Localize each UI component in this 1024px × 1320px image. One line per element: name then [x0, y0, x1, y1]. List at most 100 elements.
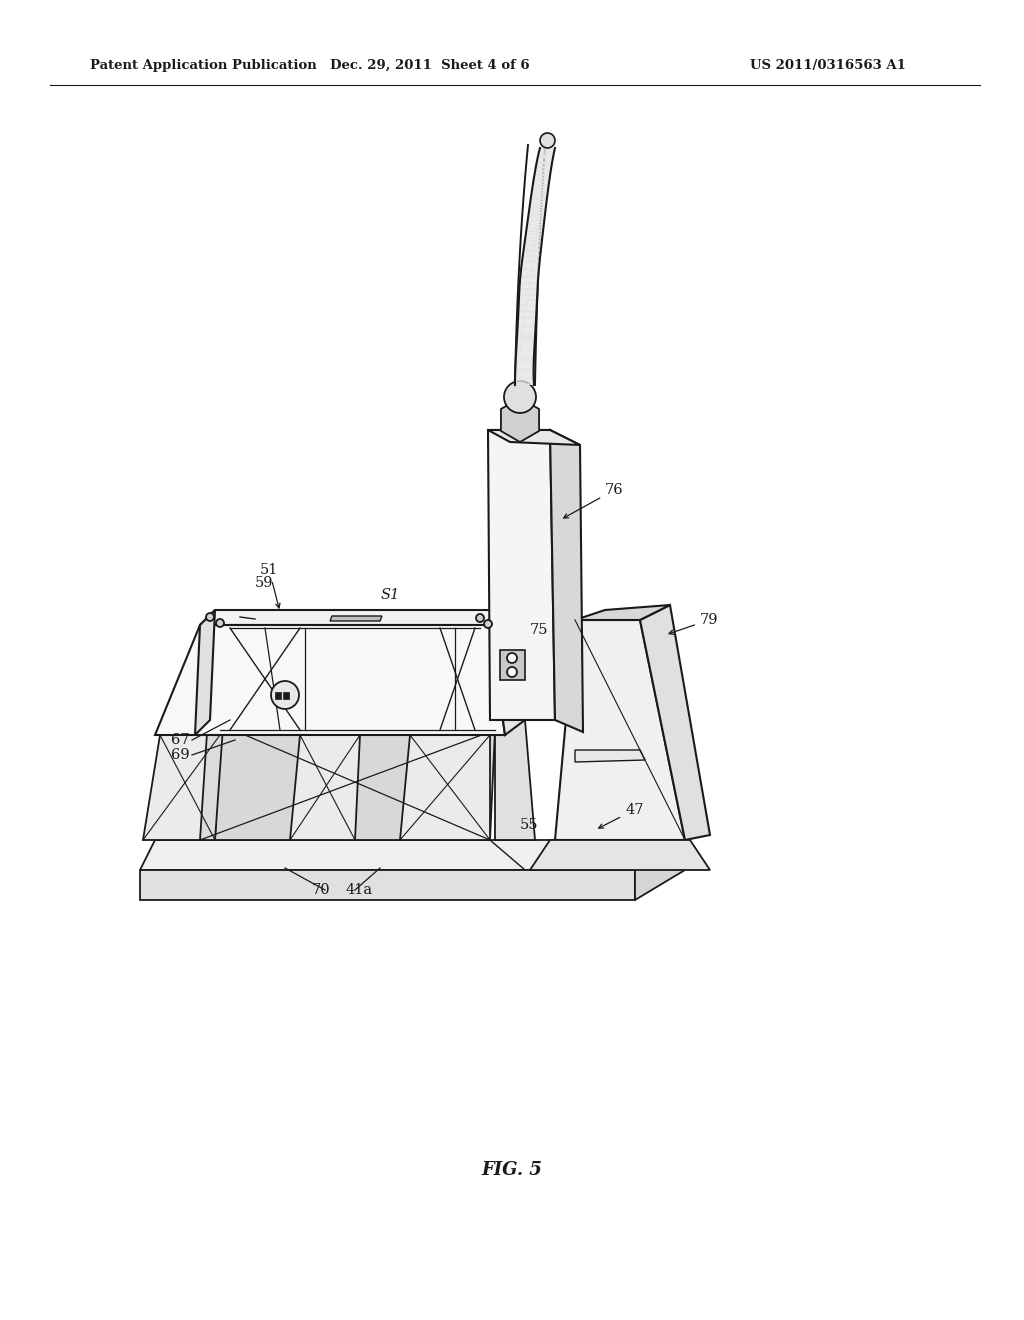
Text: 79: 79	[669, 612, 719, 635]
Text: FIG. 5: FIG. 5	[481, 1162, 543, 1179]
Text: S1: S1	[380, 587, 399, 602]
Polygon shape	[490, 610, 525, 735]
Polygon shape	[527, 218, 545, 219]
Polygon shape	[530, 201, 547, 202]
Polygon shape	[529, 205, 546, 207]
Circle shape	[507, 667, 517, 677]
Polygon shape	[532, 186, 549, 189]
Polygon shape	[200, 610, 510, 624]
Polygon shape	[527, 219, 545, 220]
Polygon shape	[530, 199, 547, 201]
Circle shape	[507, 653, 517, 663]
Text: US 2011/0316563 A1: US 2011/0316563 A1	[750, 58, 906, 71]
Polygon shape	[526, 231, 543, 232]
Text: 51: 51	[260, 564, 280, 609]
Polygon shape	[400, 735, 490, 840]
Circle shape	[504, 381, 536, 413]
Polygon shape	[526, 226, 544, 227]
Polygon shape	[524, 242, 542, 243]
Polygon shape	[555, 620, 685, 840]
Circle shape	[216, 619, 224, 627]
Polygon shape	[525, 238, 543, 239]
Polygon shape	[530, 195, 547, 198]
Text: 41a: 41a	[345, 883, 372, 898]
Polygon shape	[529, 203, 546, 205]
Polygon shape	[200, 610, 230, 840]
Circle shape	[476, 614, 484, 622]
Polygon shape	[535, 174, 550, 176]
Polygon shape	[526, 228, 544, 230]
Text: Dec. 29, 2011  Sheet 4 of 6: Dec. 29, 2011 Sheet 4 of 6	[330, 58, 529, 71]
Polygon shape	[534, 178, 550, 180]
Polygon shape	[528, 211, 546, 213]
Polygon shape	[528, 213, 545, 215]
Polygon shape	[532, 185, 549, 186]
Polygon shape	[535, 176, 550, 177]
Polygon shape	[531, 190, 548, 191]
Circle shape	[206, 612, 214, 620]
Polygon shape	[575, 605, 670, 620]
Polygon shape	[488, 430, 580, 445]
Polygon shape	[330, 616, 382, 620]
Polygon shape	[140, 870, 635, 900]
Circle shape	[540, 133, 555, 148]
Polygon shape	[532, 189, 548, 190]
Polygon shape	[527, 223, 544, 226]
Polygon shape	[526, 232, 543, 234]
Text: 47: 47	[599, 803, 643, 828]
Circle shape	[271, 681, 299, 709]
Circle shape	[484, 620, 492, 628]
Polygon shape	[500, 649, 525, 680]
Polygon shape	[527, 220, 544, 222]
Polygon shape	[531, 194, 548, 195]
Polygon shape	[536, 168, 551, 169]
Polygon shape	[526, 227, 544, 228]
Text: 59: 59	[255, 576, 273, 590]
Polygon shape	[532, 183, 549, 185]
Polygon shape	[501, 399, 539, 442]
Polygon shape	[275, 692, 281, 700]
Polygon shape	[529, 209, 546, 210]
Polygon shape	[283, 692, 289, 700]
Text: 76: 76	[563, 483, 624, 517]
Polygon shape	[550, 430, 583, 733]
Polygon shape	[529, 207, 546, 209]
Text: 75: 75	[530, 623, 549, 638]
Polygon shape	[534, 181, 549, 182]
Polygon shape	[200, 719, 495, 840]
Polygon shape	[531, 193, 548, 194]
Text: 70: 70	[311, 883, 330, 898]
Polygon shape	[575, 750, 645, 762]
Polygon shape	[488, 430, 555, 719]
Text: Patent Application Publication: Patent Application Publication	[90, 58, 316, 71]
Polygon shape	[528, 215, 545, 216]
Polygon shape	[535, 170, 551, 172]
Polygon shape	[635, 840, 685, 900]
Polygon shape	[155, 624, 505, 735]
Polygon shape	[534, 180, 550, 181]
Polygon shape	[530, 202, 547, 203]
Polygon shape	[534, 177, 550, 178]
Polygon shape	[530, 840, 710, 870]
Polygon shape	[535, 172, 551, 174]
Text: 55: 55	[520, 818, 539, 832]
Polygon shape	[530, 198, 547, 199]
Polygon shape	[524, 243, 542, 244]
Text: 69: 69	[171, 748, 190, 762]
Polygon shape	[525, 239, 542, 242]
Polygon shape	[143, 735, 220, 840]
Polygon shape	[525, 236, 543, 238]
Polygon shape	[140, 840, 685, 870]
Polygon shape	[527, 222, 544, 223]
Polygon shape	[528, 216, 545, 218]
Polygon shape	[525, 235, 543, 236]
Polygon shape	[525, 234, 543, 235]
Polygon shape	[536, 169, 551, 170]
Polygon shape	[495, 719, 535, 840]
Polygon shape	[531, 191, 548, 193]
Polygon shape	[640, 605, 710, 840]
Polygon shape	[526, 230, 543, 231]
Polygon shape	[529, 210, 546, 211]
Text: 67: 67	[171, 733, 190, 747]
Polygon shape	[290, 735, 360, 840]
